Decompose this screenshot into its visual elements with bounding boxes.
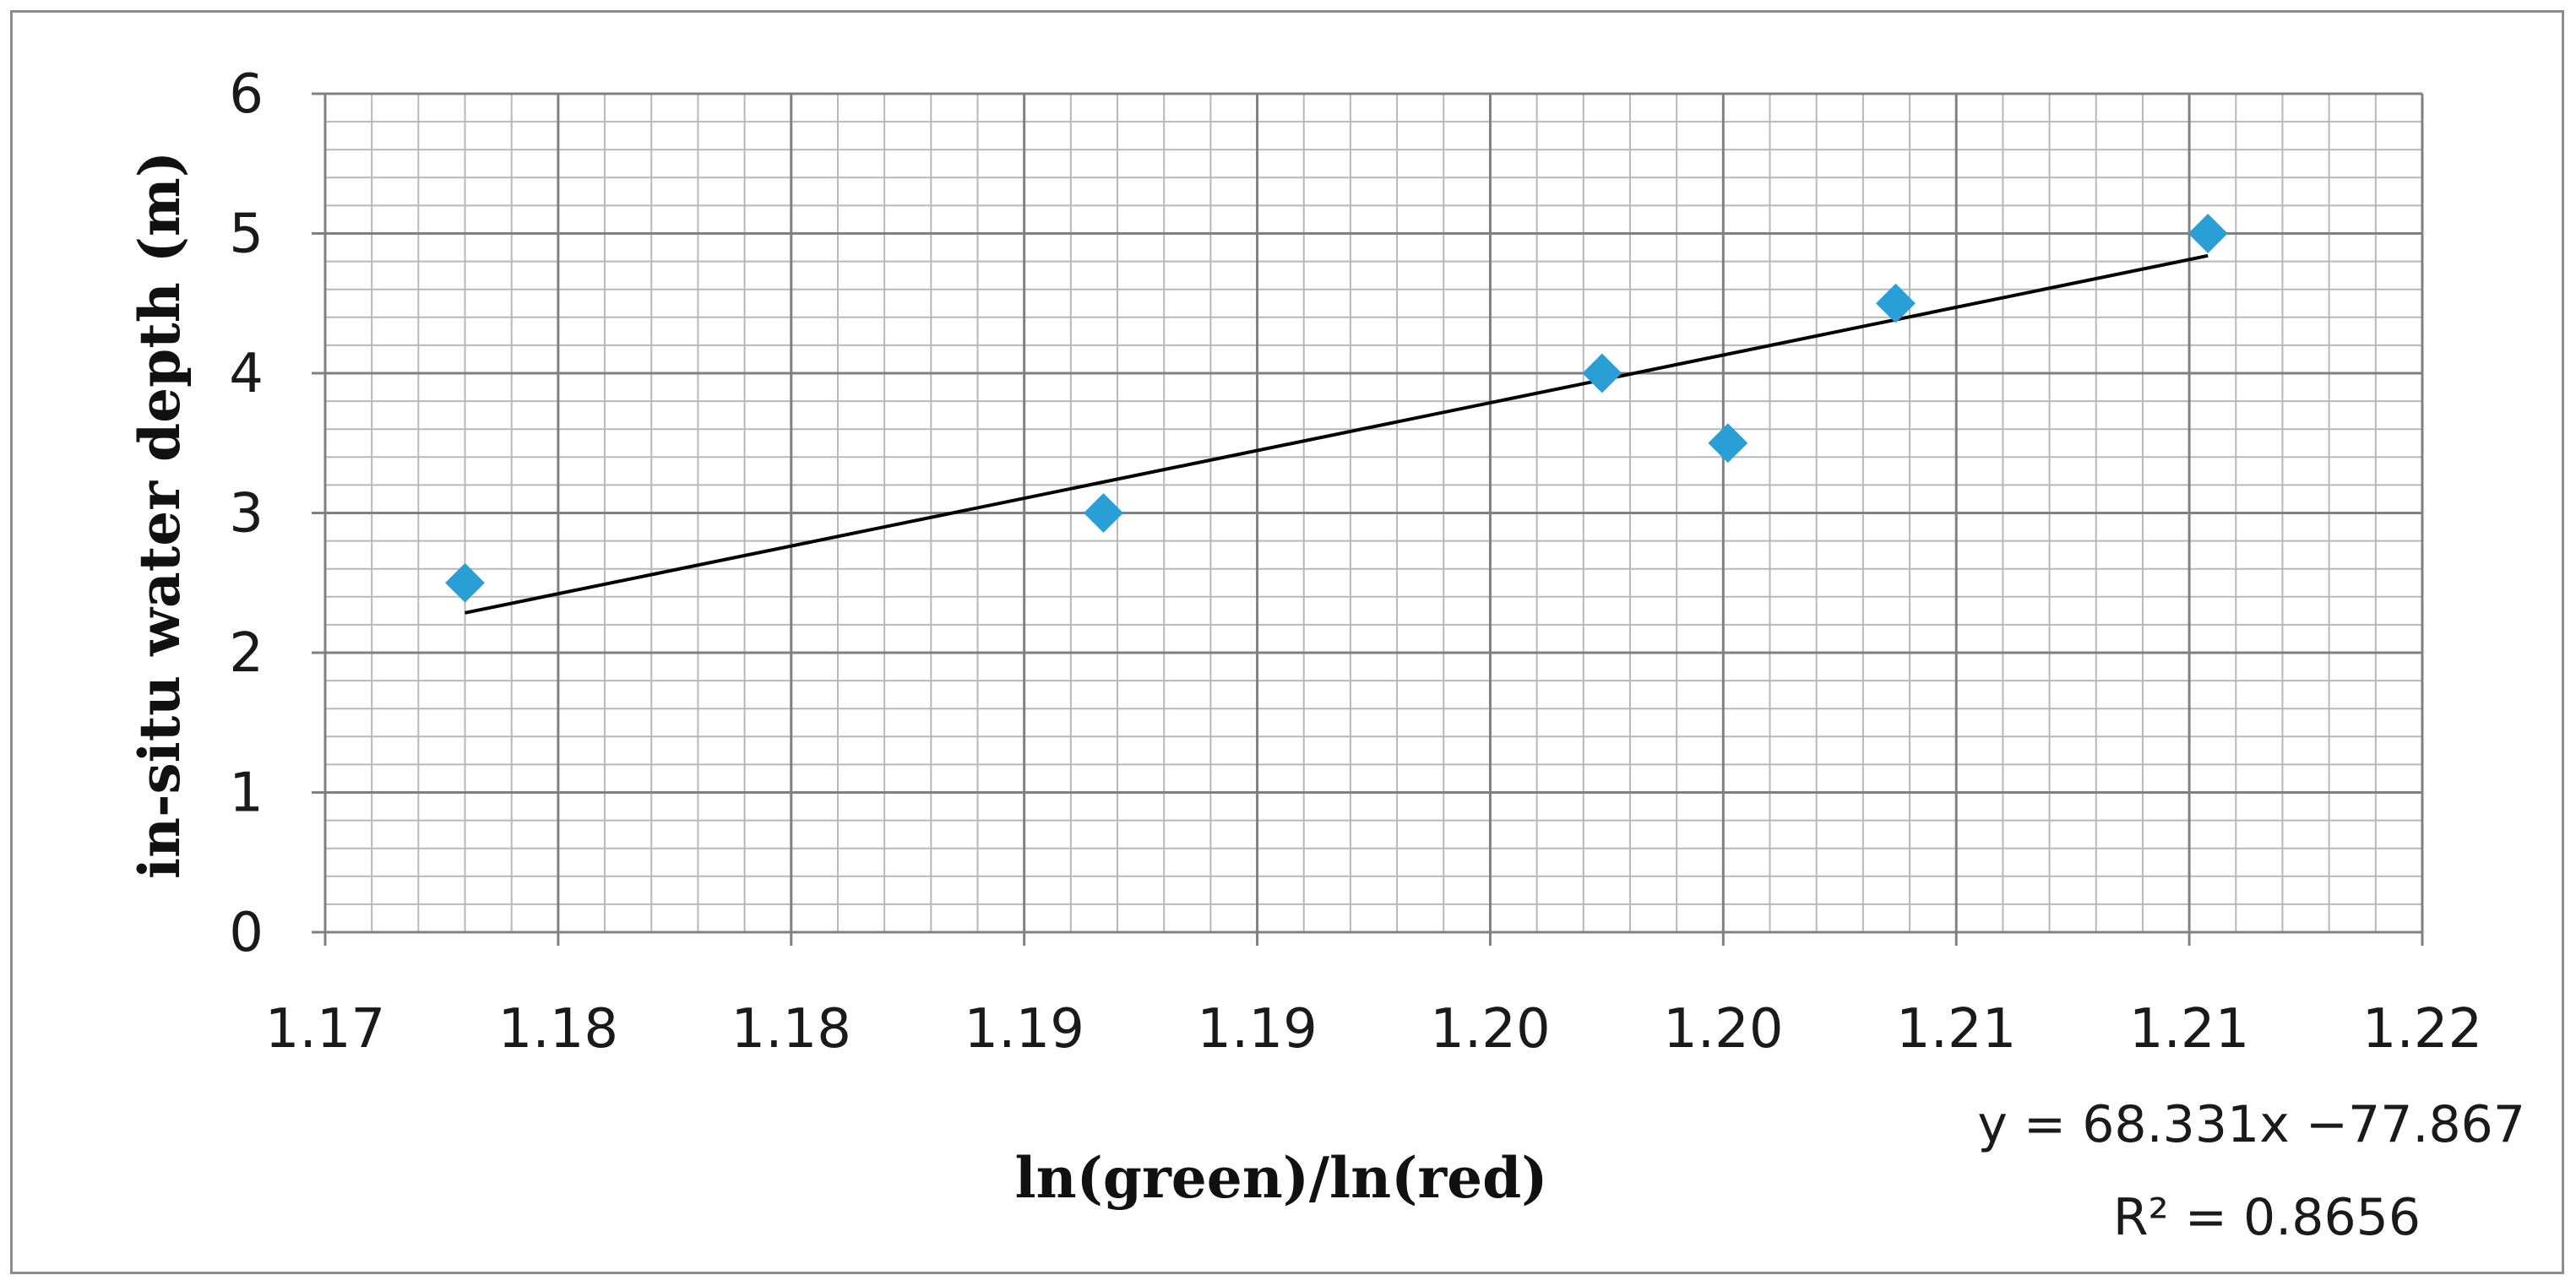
r-squared-label: R² = 0.8656: [2113, 1188, 2421, 1247]
data-point-diamond: [2187, 214, 2228, 253]
x-axis-title: ln(green)/ln(red): [1015, 1145, 1548, 1211]
data-point-diamond: [1708, 423, 1748, 464]
y-tick-labels: 0 1 2 3 4 5 6: [229, 63, 264, 964]
x-tick-label: 1.20: [1430, 998, 1551, 1061]
x-tick-label: 1.20: [1663, 998, 1784, 1061]
trendline-equation: y = 68.331x −77.867: [1977, 1095, 2525, 1154]
data-point-diamond: [445, 562, 485, 603]
trendline-group: [465, 253, 2209, 615]
y-tick-label: 0: [229, 902, 264, 964]
data-point-diamond: [1084, 493, 1123, 533]
trendline: [465, 253, 2209, 615]
x-tick-labels: 1.17 1.18 1.18 1.19 1.19 1.20 1.20 1.21 1.21 1.22: [265, 998, 2483, 1061]
data-point-diamond: [1582, 353, 1622, 393]
data-point-diamond: [1876, 283, 1916, 323]
y-axis-title: in-situ water depth (m): [127, 151, 193, 879]
y-tick-label: 4: [229, 343, 264, 405]
y-tick-label: 1: [229, 762, 264, 825]
axes: [312, 92, 2424, 946]
y-tick-label: 3: [229, 483, 264, 545]
x-tick-label: 1.18: [498, 998, 619, 1061]
x-tick-label: 1.19: [1197, 998, 1318, 1061]
x-tick-label: 1.17: [265, 998, 386, 1061]
x-tick-label: 1.18: [731, 998, 852, 1061]
x-tick-label: 1.21: [1896, 998, 2017, 1061]
x-tick-label: 1.19: [964, 998, 1084, 1061]
chart-frame: [10, 10, 2564, 1274]
y-tick-label: 2: [229, 622, 264, 685]
y-tick-label: 5: [229, 203, 264, 266]
y-tick-label: 6: [229, 63, 264, 126]
data-points: [445, 214, 2228, 603]
x-tick-label: 1.21: [2129, 998, 2250, 1061]
x-tick-label: 1.22: [2362, 998, 2483, 1061]
major-grid: [323, 92, 2424, 934]
